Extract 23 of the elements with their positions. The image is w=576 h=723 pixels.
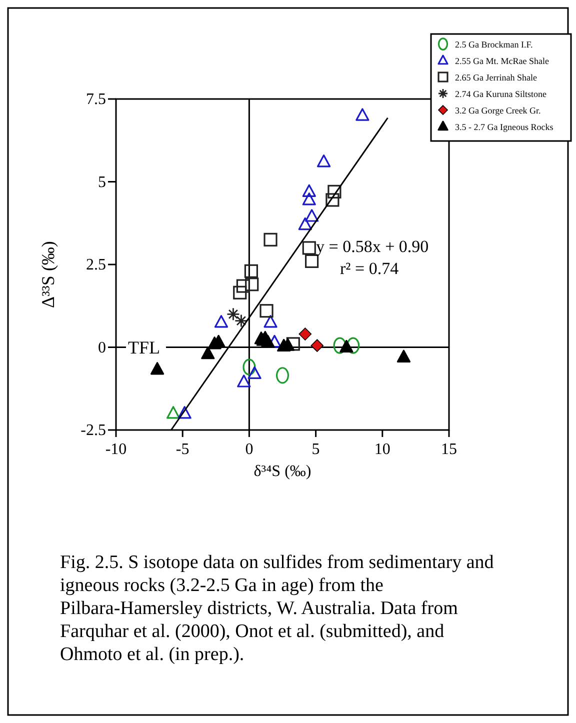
legend-label: 2.65 Ga Jerrinah Shale	[455, 72, 537, 82]
legend-label: 3.2 Ga Gorge Creek Gr.	[455, 106, 541, 116]
y-axis-title: Δ³³S (‰)	[38, 241, 58, 308]
y-tick-label: 0	[98, 339, 106, 356]
legend-label: 3.5 - 2.7 Ga Igneous Rocks	[455, 122, 554, 132]
x-tick-label: 15	[441, 441, 457, 458]
x-axis-title: δ³⁴S (‰)	[254, 463, 312, 480]
x-tick-label: 0	[245, 441, 254, 458]
y-tick-label: 5	[98, 174, 106, 191]
annotation: y = 0.58x + 0.90	[316, 237, 429, 256]
y-tick-label: 7.5	[86, 91, 106, 108]
y-tick-label: 2.5	[86, 256, 106, 274]
ref-line-label: TFL	[128, 337, 160, 358]
x-tick-label: -10	[105, 441, 127, 458]
legend-label: 2.55 Ga Mt. McRae Shale	[455, 56, 549, 66]
legend-label: 2.5 Ga Brockman I.F.	[455, 40, 533, 50]
x-tick-label: 10	[374, 441, 390, 458]
x-tick-label: 5	[312, 441, 320, 458]
legend-label: 2.74 Ga Kuruna Siltstone	[455, 89, 546, 99]
x-tick-label: -5	[176, 441, 190, 458]
y-tick-label: -2.5	[80, 422, 106, 439]
annotation: r² = 0.74	[340, 259, 400, 278]
caption: Fig. 2.5. S isotope data on sulfides from sedimentary and igneous rocks (3.2-2.5 Ga in age) from the Pilbara-Hamersley districts, W. Australia. Data from Farquhar et al. (2000), Onot et al. (submitted), and Ohmoto et al. (in prep.).	[60, 552, 494, 665]
